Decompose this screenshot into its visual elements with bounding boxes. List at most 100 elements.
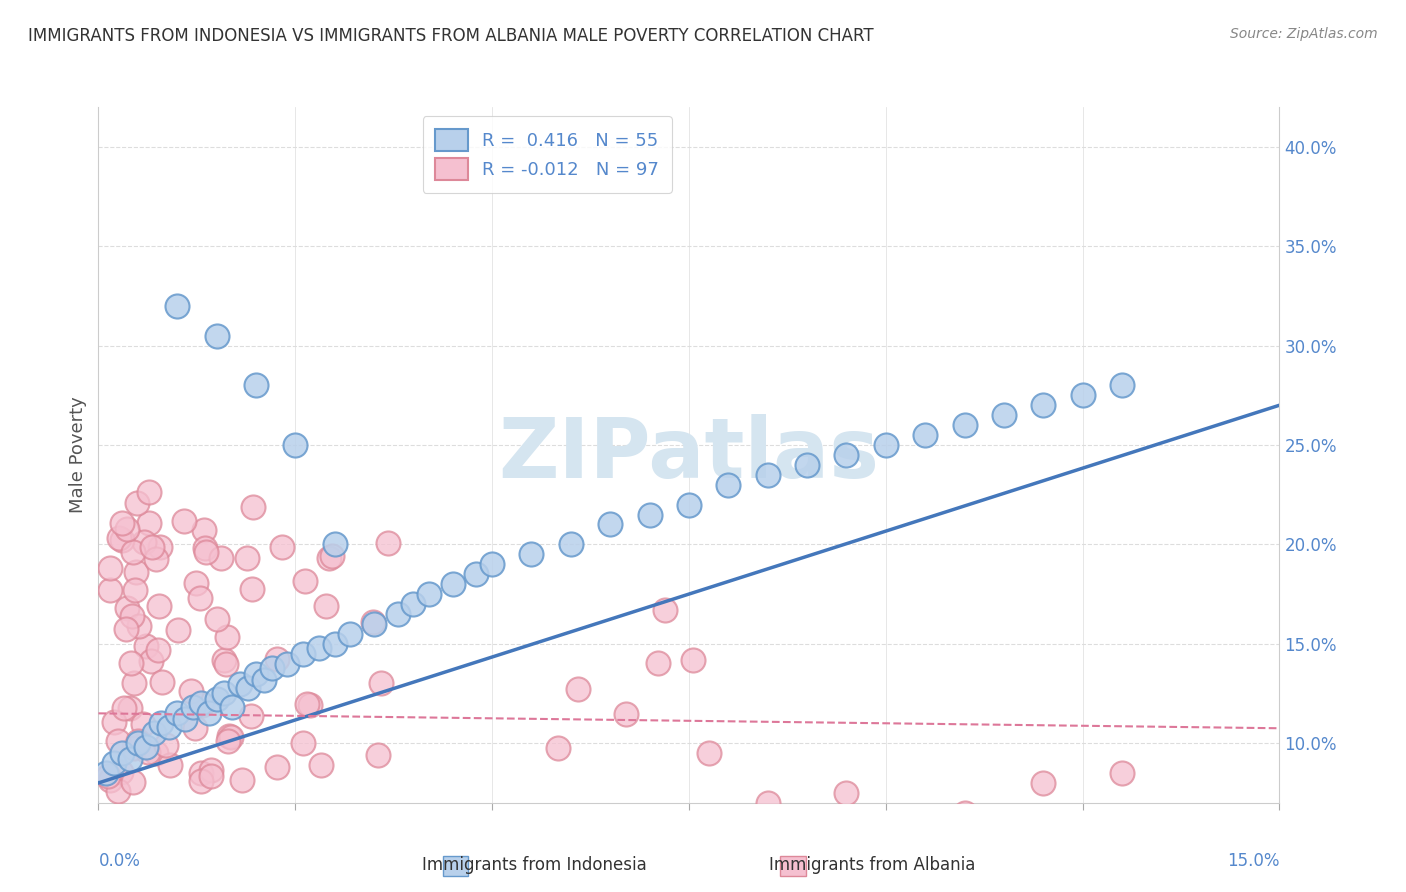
Point — [271, 540, 294, 554]
Point — [240, 582, 263, 596]
Point — [361, 615, 384, 629]
Point — [294, 574, 316, 589]
Point — [654, 603, 676, 617]
Point — [141, 541, 163, 555]
Point — [242, 500, 264, 514]
Point — [697, 746, 720, 760]
Point — [339, 627, 361, 641]
Point — [377, 535, 399, 549]
Point — [194, 541, 217, 555]
Point — [145, 551, 167, 566]
Point — [245, 666, 267, 681]
Point — [323, 637, 346, 651]
Legend: R =  0.416   N = 55, R = -0.012   N = 97: R = 0.416 N = 55, R = -0.012 N = 97 — [423, 116, 672, 193]
Point — [253, 673, 276, 687]
Point — [560, 537, 582, 551]
Point — [120, 657, 142, 671]
Text: IMMIGRANTS FROM INDONESIA VS IMMIGRANTS FROM ALBANIA MALE POVERTY CORRELATION CH: IMMIGRANTS FROM INDONESIA VS IMMIGRANTS … — [28, 27, 873, 45]
Point — [953, 805, 976, 820]
Point — [441, 577, 464, 591]
Text: ZIPatlas: ZIPatlas — [499, 415, 879, 495]
Point — [309, 758, 332, 772]
Point — [953, 418, 976, 433]
Point — [190, 766, 212, 780]
Point — [266, 652, 288, 666]
Point — [142, 726, 165, 740]
Point — [217, 630, 239, 644]
Point — [221, 700, 243, 714]
Point — [214, 686, 236, 700]
Point — [190, 591, 212, 605]
Point — [180, 683, 202, 698]
Point — [875, 438, 897, 452]
Point — [111, 533, 134, 547]
Point — [132, 535, 155, 549]
Point — [418, 587, 440, 601]
Point — [221, 730, 243, 744]
Point — [135, 740, 157, 755]
Point — [166, 299, 188, 313]
Point — [146, 643, 169, 657]
Point — [315, 599, 337, 613]
Point — [520, 547, 543, 561]
Point — [121, 775, 143, 789]
Point — [599, 517, 621, 532]
Y-axis label: Male Poverty: Male Poverty — [69, 397, 87, 513]
Point — [103, 714, 125, 729]
Point — [993, 408, 1015, 422]
Point — [135, 640, 157, 654]
Point — [107, 783, 129, 797]
Point — [295, 697, 318, 711]
Point — [292, 736, 315, 750]
Point — [567, 681, 589, 696]
Point — [98, 561, 121, 575]
Point — [127, 736, 149, 750]
Point — [363, 616, 385, 631]
Point — [481, 558, 503, 572]
Point — [218, 729, 240, 743]
Point — [402, 597, 425, 611]
Point — [121, 608, 143, 623]
Point — [118, 752, 141, 766]
Point — [387, 607, 409, 621]
Point — [97, 769, 120, 783]
Point — [138, 485, 160, 500]
Text: Immigrants from Indonesia: Immigrants from Indonesia — [422, 856, 647, 874]
Point — [122, 545, 145, 559]
Point — [132, 716, 155, 731]
Point — [276, 657, 298, 671]
Point — [465, 567, 488, 582]
Point — [215, 657, 238, 671]
Point — [323, 537, 346, 551]
Point — [367, 748, 389, 763]
Point — [239, 708, 262, 723]
Point — [284, 438, 307, 452]
Point — [193, 523, 215, 537]
Point — [190, 697, 212, 711]
Point — [212, 653, 235, 667]
Point — [155, 739, 177, 753]
Point — [184, 721, 207, 735]
Point — [148, 599, 170, 613]
Point — [756, 467, 779, 482]
Point — [236, 551, 259, 566]
Point — [1071, 388, 1094, 402]
Point — [120, 700, 142, 714]
Point — [139, 654, 162, 668]
Point — [1111, 378, 1133, 392]
Point — [103, 756, 125, 770]
Point — [682, 653, 704, 667]
Point — [266, 760, 288, 774]
Point — [678, 498, 700, 512]
Point — [229, 676, 252, 690]
Point — [167, 623, 190, 637]
Point — [112, 701, 135, 715]
Point — [127, 733, 149, 747]
Point — [318, 550, 340, 565]
Point — [115, 622, 138, 636]
Point — [1032, 398, 1054, 412]
Point — [197, 706, 219, 721]
Point — [110, 764, 132, 779]
Point — [107, 733, 129, 747]
Point — [173, 514, 195, 528]
